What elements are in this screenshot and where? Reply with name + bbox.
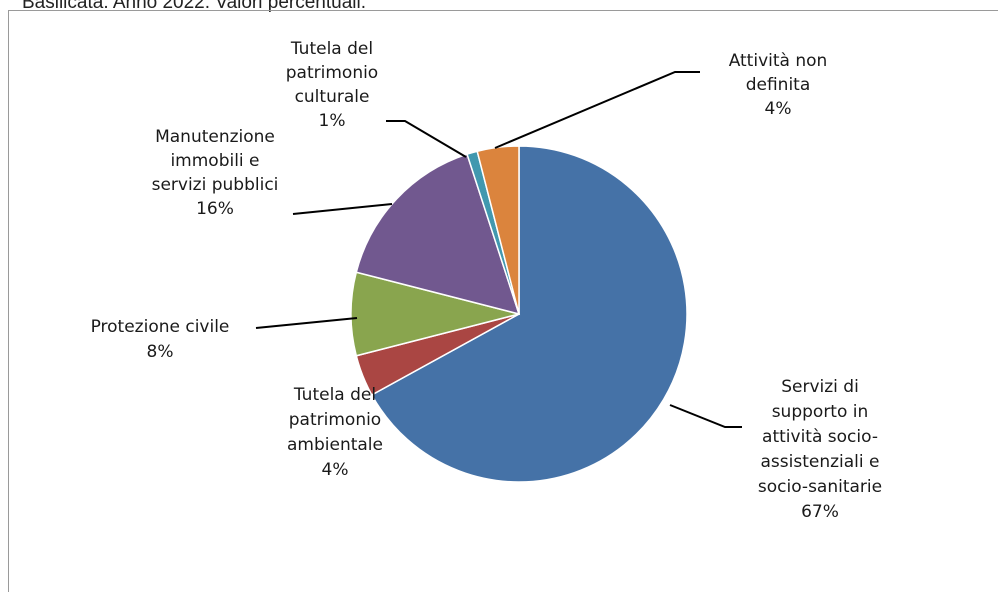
slice-label: Attività non definita 4% xyxy=(729,51,828,119)
pie-slice xyxy=(355,153,521,316)
chart-frame xyxy=(8,10,998,592)
leader-line xyxy=(255,317,358,329)
slice-labels: Servizi di supporto in attività socio-assi… xyxy=(91,39,883,522)
slice-label: Servizi di supporto in attività socio-assi… xyxy=(758,377,882,522)
pie-slice xyxy=(370,145,688,483)
slice-label: Tutela del patrimonio ambientale 4% xyxy=(287,385,383,480)
pie-slices xyxy=(350,145,688,483)
leader-line xyxy=(386,120,467,158)
leader-lines xyxy=(255,71,742,428)
slice-label: Manutenzione immobili e servizi pubblici 16… xyxy=(152,127,279,219)
leader-line xyxy=(292,203,393,215)
leader-line xyxy=(669,404,742,428)
chart-title: Basilicata. Anno 2022. Valori percentual… xyxy=(22,0,366,13)
leader-line xyxy=(494,71,700,149)
slice-label: Tutela del patrimonio culturale 1% xyxy=(286,39,378,131)
slice-label: Protezione civile 8% xyxy=(91,317,230,362)
